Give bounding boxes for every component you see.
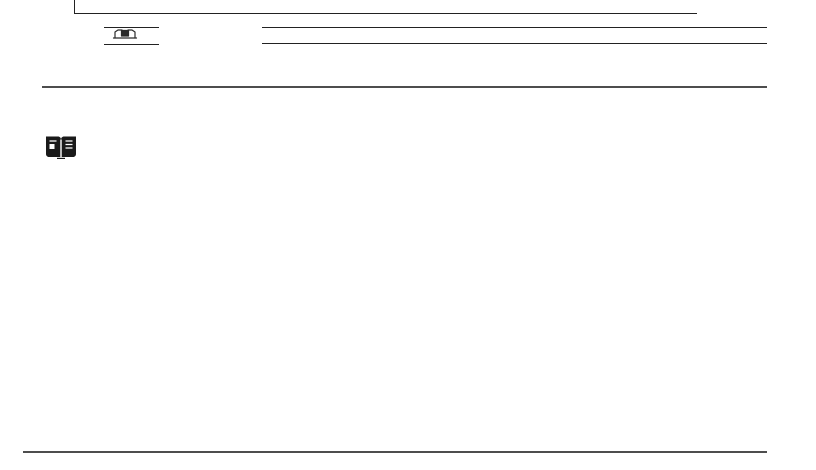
top-left-border-tick (74, 0, 76, 14)
table-bottom-border (23, 451, 767, 453)
year-row-border (262, 43, 767, 45)
table-top-border (74, 13, 697, 15)
header-bottom-border (42, 86, 767, 88)
dates-row-border (262, 27, 767, 29)
icon-cell-top-border (104, 27, 159, 29)
header-clipart-icon (112, 27, 138, 46)
icon-cell-bottom-border (104, 44, 159, 46)
open-book-icon (44, 135, 78, 164)
